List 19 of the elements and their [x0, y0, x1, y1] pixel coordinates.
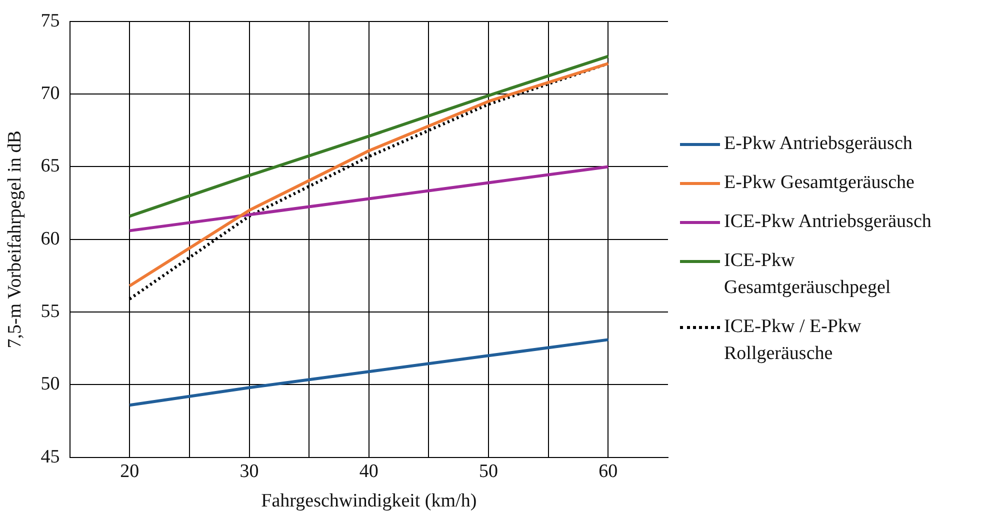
x-tick-label: 60 — [598, 460, 618, 482]
y-tick-label: 45 — [40, 446, 60, 468]
x-tick-label: 30 — [240, 460, 259, 482]
y-tick-label: 65 — [40, 156, 60, 177]
x-tick-label: 40 — [359, 460, 378, 482]
legend-label: ICE-Pkw Gesamtgeräuschpegel — [724, 249, 892, 300]
legend-label: E-Pkw Gesamtgeräusche — [724, 171, 914, 195]
x-tick-label: 50 — [479, 460, 498, 482]
legend-label: ICE-Pkw Antriebsgeräusch — [724, 210, 932, 234]
y-tick-label: 70 — [40, 83, 60, 104]
y-tick-label: 75 — [40, 10, 60, 32]
y-tick-label: 60 — [40, 228, 60, 250]
legend-label: ICE-Pkw / E-Pkw Rollgeräusche — [724, 315, 862, 366]
y-tick-label: 50 — [40, 374, 60, 395]
x-axis-title: Fahrgeschwindigkeit (km/h) — [261, 490, 477, 512]
x-tick-label: 20 — [120, 460, 140, 482]
y-axis-title: 7,5-m Vorbeifahrpegel in dB — [4, 130, 26, 348]
legend-label: E-Pkw Antriebsgeräusch — [724, 132, 912, 156]
y-tick-label: 55 — [40, 301, 60, 322]
